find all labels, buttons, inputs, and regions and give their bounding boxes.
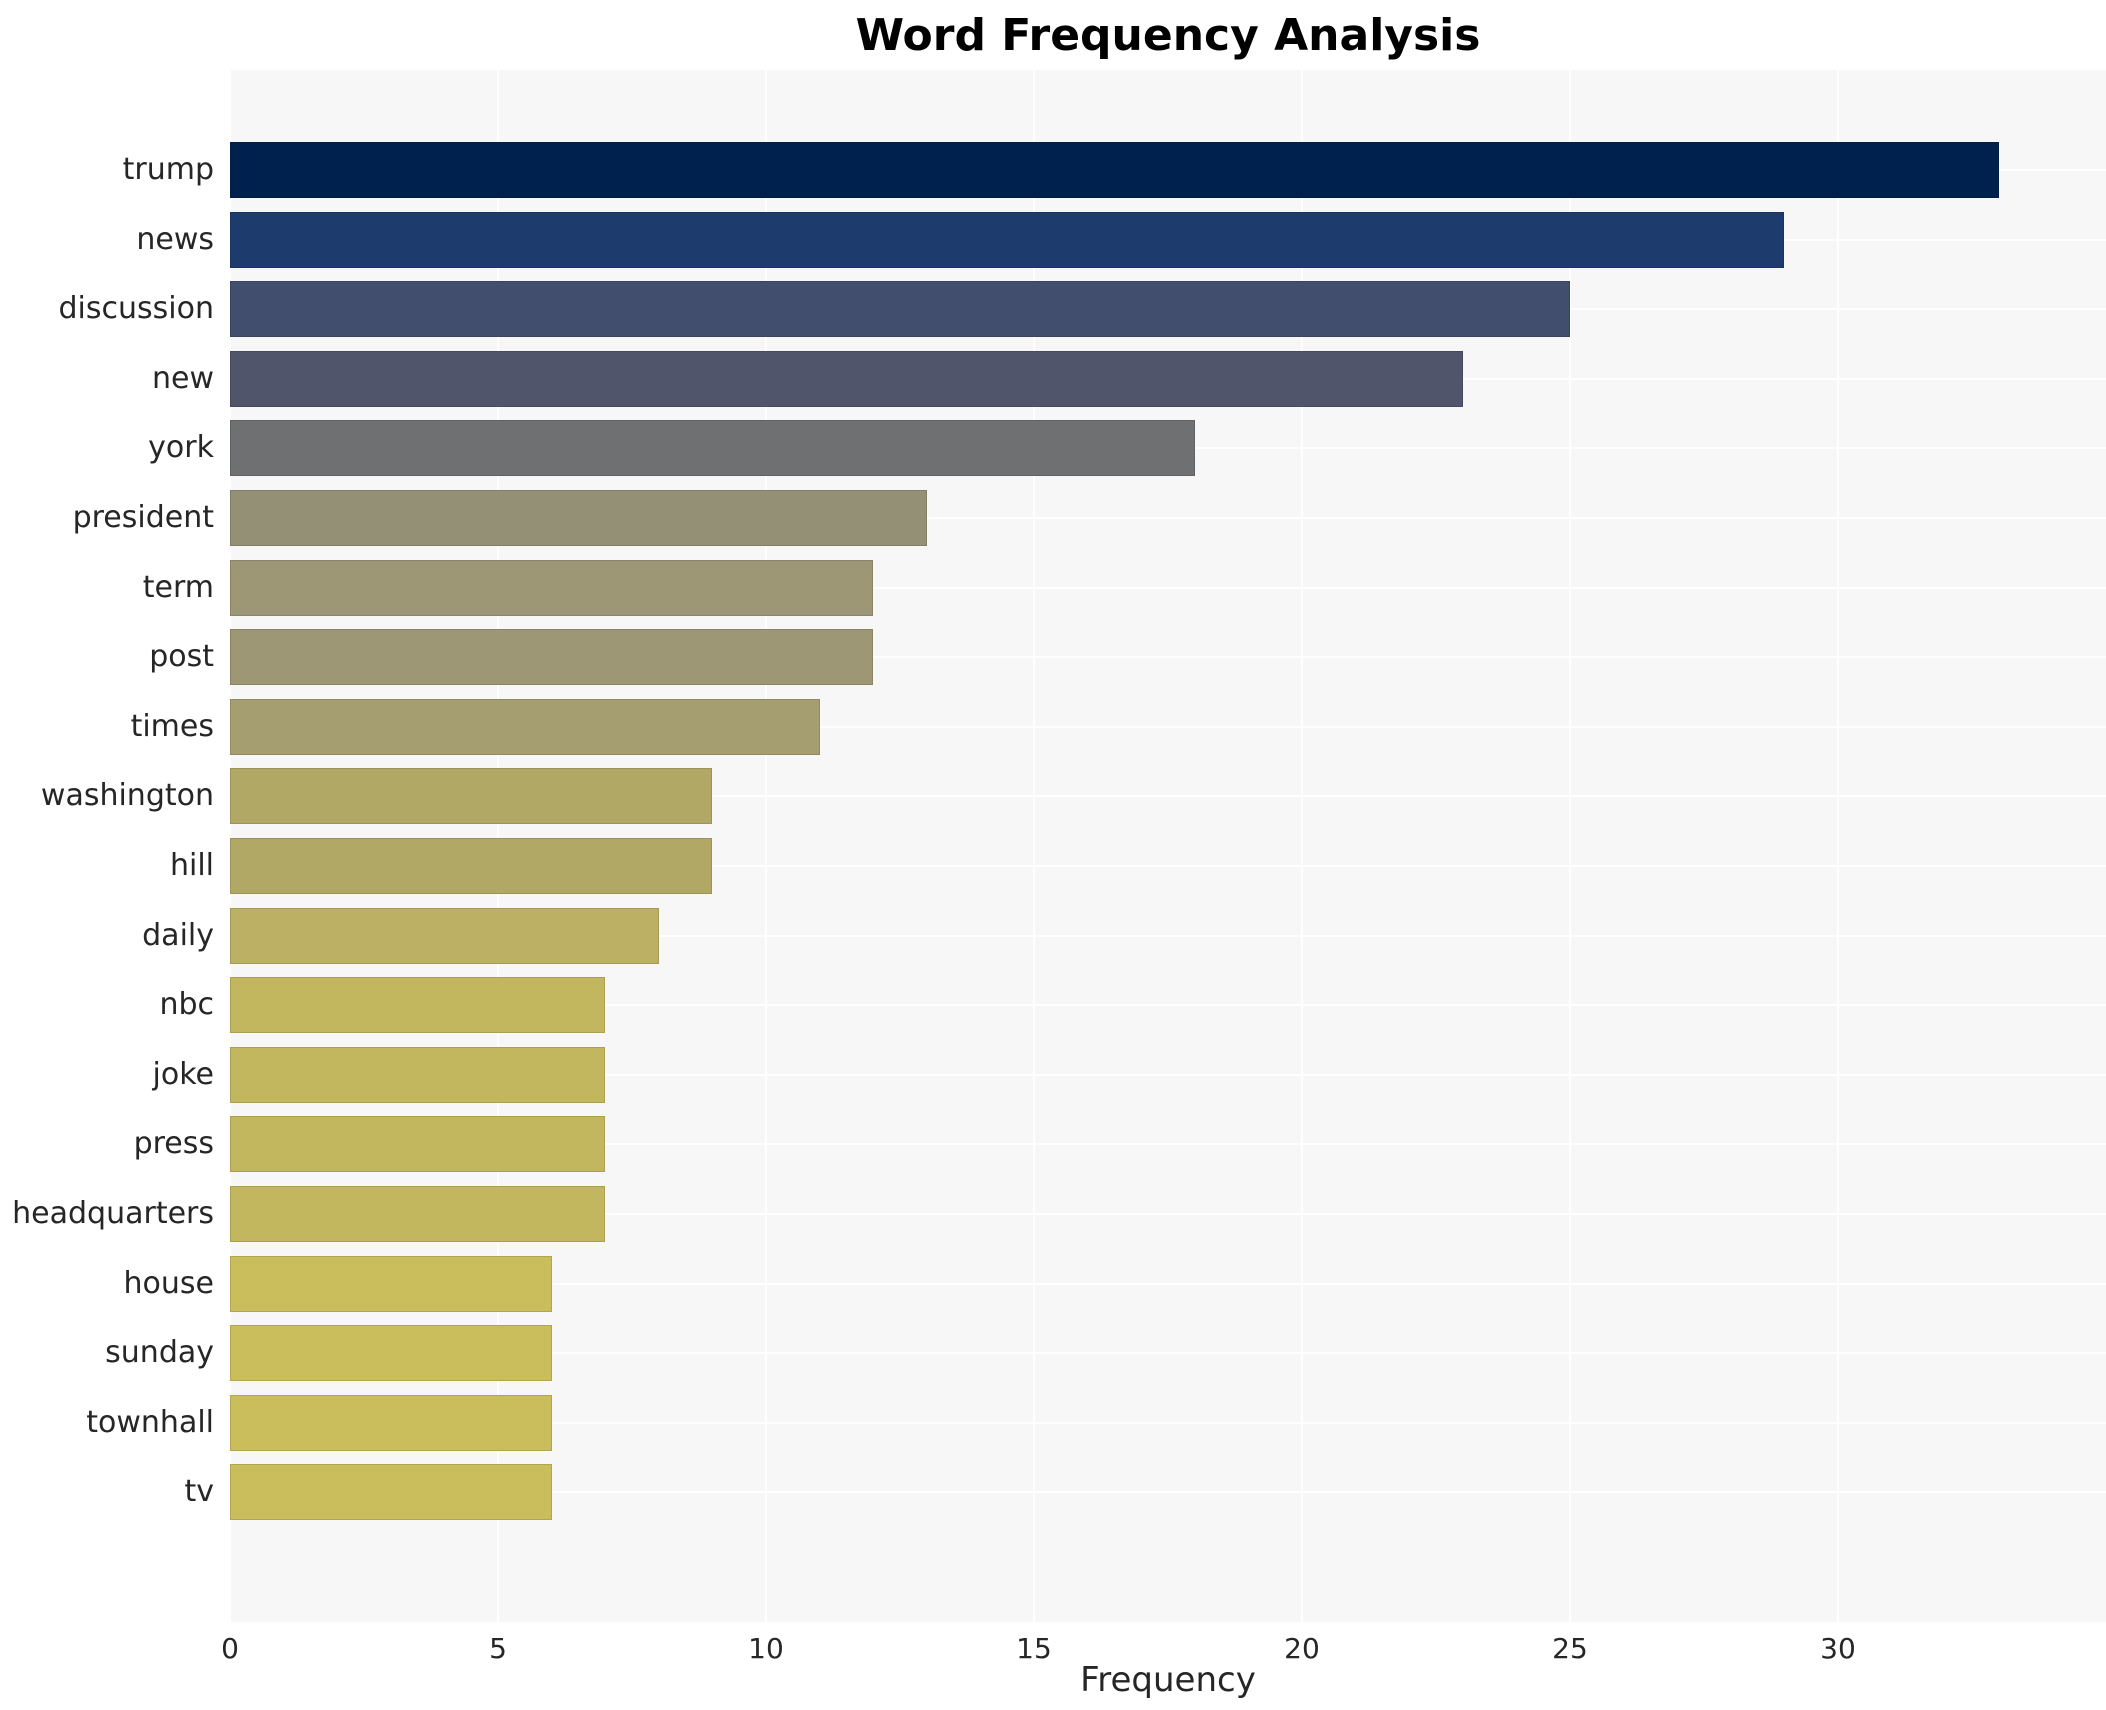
- bar-post: [230, 629, 874, 686]
- y-gridline-joke: [230, 1073, 2106, 1076]
- y-gridline-daily: [230, 934, 2106, 937]
- y-tick-label-press: press: [133, 1126, 214, 1162]
- bar-daily: [230, 907, 659, 964]
- y-gridline-nbc: [230, 1004, 2106, 1007]
- y-gridline-term: [230, 586, 2106, 589]
- y-tick-label-tv: tv: [184, 1474, 214, 1510]
- y-tick-label-new: new: [151, 360, 214, 396]
- y-tick-label-washington: washington: [40, 778, 214, 814]
- bar-times: [230, 698, 820, 755]
- y-gridline-house: [230, 1282, 2106, 1285]
- chart-title: Word Frequency Analysis: [855, 10, 1481, 61]
- y-tick-label-news: news: [136, 221, 214, 257]
- bar-nbc: [230, 977, 606, 1034]
- y-gridline-president: [230, 517, 2106, 519]
- bar-press: [230, 1116, 606, 1173]
- x-tick-label-0: 0: [221, 1632, 239, 1665]
- y-tick-label-sunday: sunday: [105, 1335, 214, 1371]
- y-tick-label-joke: joke: [152, 1056, 214, 1092]
- y-tick-label-york: york: [148, 430, 214, 466]
- bar-joke: [230, 1046, 606, 1103]
- bar-trump: [230, 142, 1999, 198]
- x-tick-label-20: 20: [1284, 1632, 1320, 1665]
- x-gridline-30: [1837, 70, 1839, 1622]
- bar-tv: [230, 1464, 552, 1521]
- bar-news: [230, 211, 1785, 268]
- y-tick-label-trump: trump: [122, 152, 214, 187]
- y-gridline-washington: [230, 795, 2106, 798]
- y-gridline-post: [230, 656, 2106, 659]
- y-gridline-sunday: [230, 1352, 2106, 1355]
- x-tick-label-25: 25: [1552, 1632, 1588, 1665]
- bar-headquarters: [230, 1186, 606, 1242]
- y-gridline-headquarters: [230, 1213, 2106, 1215]
- y-gridline-hill: [230, 865, 2106, 867]
- x-tick-label-30: 30: [1820, 1632, 1856, 1665]
- y-tick-label-townhall: townhall: [86, 1404, 214, 1440]
- y-gridline-press: [230, 1143, 2106, 1146]
- bar-term: [230, 559, 874, 616]
- x-gridline-10: [765, 70, 767, 1622]
- bar-washington: [230, 768, 713, 825]
- bar-sunday: [230, 1325, 552, 1382]
- y-tick-label-president: president: [72, 500, 214, 535]
- x-axis-label: Frequency: [1080, 1660, 1256, 1700]
- bar-president: [230, 490, 927, 546]
- x-gridline-15: [1033, 70, 1035, 1622]
- bar-hill: [230, 838, 713, 894]
- y-gridline-tv: [230, 1491, 2106, 1494]
- bar-townhall: [230, 1394, 552, 1451]
- bar-new: [230, 350, 1463, 407]
- x-gridline-20: [1301, 70, 1303, 1622]
- x-gridline-25: [1569, 70, 1571, 1622]
- bar-discussion: [230, 281, 1570, 338]
- x-tick-label-5: 5: [489, 1632, 507, 1665]
- bar-york: [230, 420, 1195, 477]
- y-tick-label-discussion: discussion: [58, 291, 214, 327]
- y-tick-label-house: house: [123, 1265, 214, 1301]
- bar-house: [230, 1255, 552, 1312]
- y-gridline-townhall: [230, 1421, 2106, 1424]
- y-tick-label-nbc: nbc: [159, 987, 214, 1023]
- y-tick-label-hill: hill: [169, 848, 214, 883]
- y-tick-label-term: term: [142, 569, 214, 605]
- y-tick-label-daily: daily: [142, 917, 214, 953]
- x-tick-label-15: 15: [1016, 1632, 1052, 1665]
- y-tick-label-post: post: [149, 639, 214, 675]
- y-gridline-times: [230, 725, 2106, 728]
- x-tick-label-10: 10: [748, 1632, 784, 1665]
- plot-area: [229, 70, 2106, 1622]
- y-tick-label-times: times: [130, 708, 214, 744]
- y-tick-label-headquarters: headquarters: [12, 1196, 214, 1231]
